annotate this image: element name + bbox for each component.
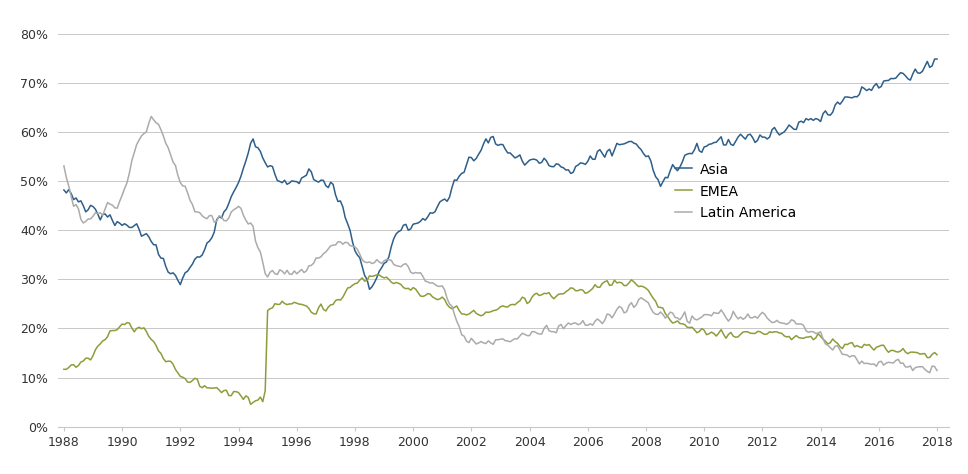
Latin America <box>223 215 234 221</box>
Asia <box>827 109 838 115</box>
Latin America <box>558 326 569 331</box>
EMEA <box>82 356 94 361</box>
Latin America <box>58 163 70 169</box>
Asia <box>558 165 569 171</box>
EMEA <box>931 352 943 357</box>
Legend: Asia, EMEA, Latin America: Asia, EMEA, Latin America <box>675 163 797 220</box>
EMEA <box>830 339 841 345</box>
Latin America <box>923 370 935 375</box>
Latin America <box>931 368 943 374</box>
Asia <box>221 206 232 212</box>
Line: Latin America: Latin America <box>64 117 937 373</box>
Asia <box>58 187 70 193</box>
EMEA <box>371 272 382 278</box>
Latin America <box>606 315 618 321</box>
EMEA <box>245 401 257 407</box>
Asia <box>931 56 943 62</box>
EMEA <box>560 289 572 294</box>
Latin America <box>587 322 598 328</box>
EMEA <box>58 366 70 372</box>
Asia <box>606 153 618 159</box>
Latin America <box>827 347 838 353</box>
Asia <box>587 156 598 162</box>
Line: Asia: Asia <box>64 59 937 289</box>
Latin America <box>145 114 157 119</box>
Asia <box>82 207 94 213</box>
Line: EMEA: EMEA <box>64 275 937 404</box>
Latin America <box>82 216 94 222</box>
EMEA <box>609 277 620 283</box>
EMEA <box>221 387 232 393</box>
EMEA <box>590 282 601 288</box>
Asia <box>364 286 376 292</box>
